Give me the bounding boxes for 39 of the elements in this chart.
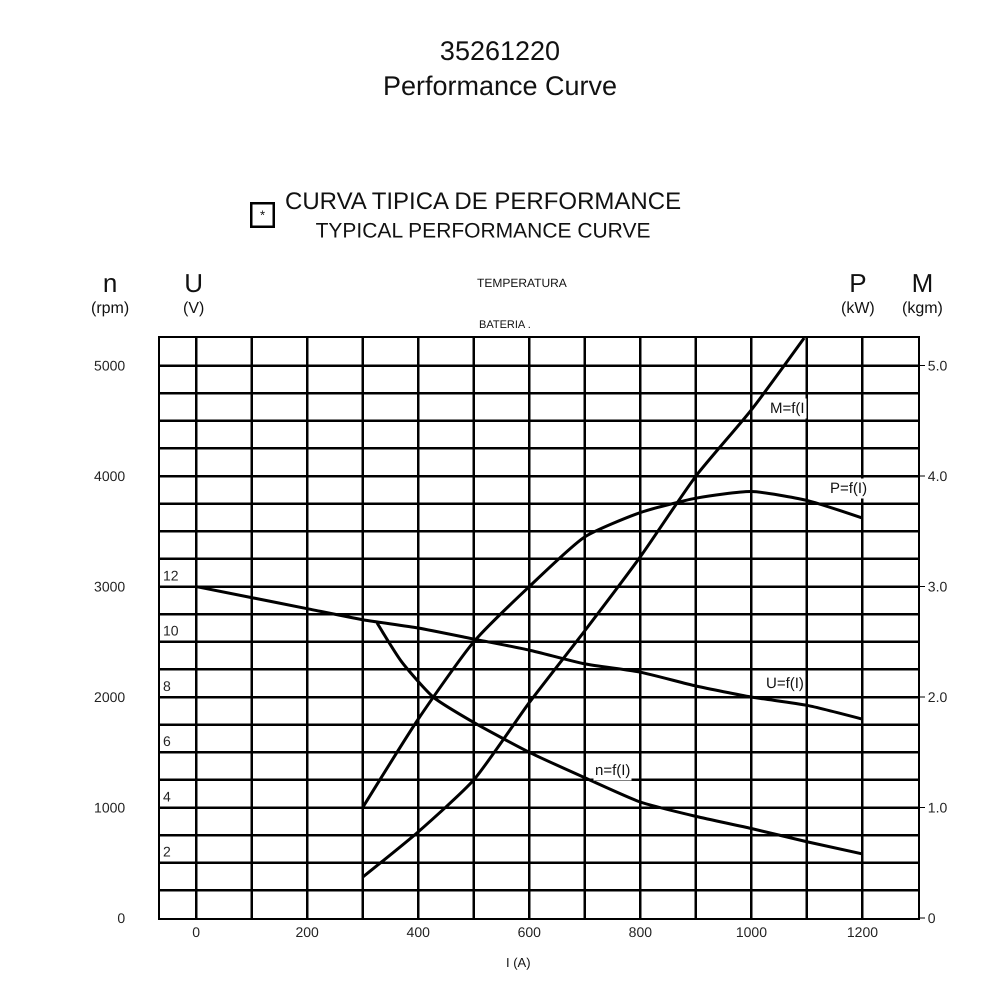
y-tick-label: 2000 [94, 688, 126, 705]
y2-tick-label: 8 [163, 678, 171, 694]
y3-tick-label: 3.0 [928, 578, 948, 594]
y3-tick-label: 4.0 [928, 468, 948, 484]
x-tick-label: 400 [406, 924, 430, 940]
y2-tick-label: 6 [163, 733, 171, 750]
y-tick-label: 5000 [94, 358, 126, 374]
x-axis-title: I (A) [506, 955, 531, 970]
x-tick-label: 1000 [736, 924, 768, 940]
series-label: M=f(I [770, 400, 805, 417]
text: M (kgm) [902, 268, 943, 317]
y-tick-label: 0 [117, 910, 126, 926]
series-label: U=f(I) [766, 675, 804, 692]
series-label: n=f(I) [595, 762, 630, 779]
x-tick-label: 600 [518, 924, 542, 940]
y-tick-label: 1000 [94, 799, 126, 816]
x-tick-label: 1200 [846, 924, 878, 940]
chart-subtitle: CURVA TIPICA DE PERFORMANCE TYPICAL PERFORMANCE CURVE [285, 188, 682, 243]
y3-tick-label: 1.0 [928, 799, 948, 816]
y2-tick-label: 10 [163, 622, 179, 639]
y-tick-label: 4000 [94, 468, 126, 484]
y3-tick-label: 0 [928, 910, 936, 926]
y3-tick-label: 5.0 [928, 358, 948, 374]
chart-title: 35261220 Performance Curve [382, 36, 618, 102]
y2-tick-label: 2 [163, 844, 171, 860]
text: * [260, 208, 266, 222]
text: TEMPERATURA [477, 276, 567, 290]
y2-axis-title: U (V) [183, 268, 204, 317]
x-tick-label: 200 [295, 924, 320, 940]
x-tick-label: 0 [192, 924, 200, 940]
series-label: P=f(I) [830, 480, 868, 497]
y3-tick-label: 2.0 [928, 688, 948, 705]
y3-axis-title: P (kW) [841, 268, 875, 317]
text: BATERIA . [479, 319, 531, 331]
y-tick-label: 3000 [94, 578, 126, 594]
y2-tick-label: 12 [163, 567, 179, 584]
x-tick-label: 800 [628, 924, 652, 940]
y-axis-title: n (rpm) [91, 268, 130, 317]
y2-tick-label: 4 [163, 788, 171, 804]
